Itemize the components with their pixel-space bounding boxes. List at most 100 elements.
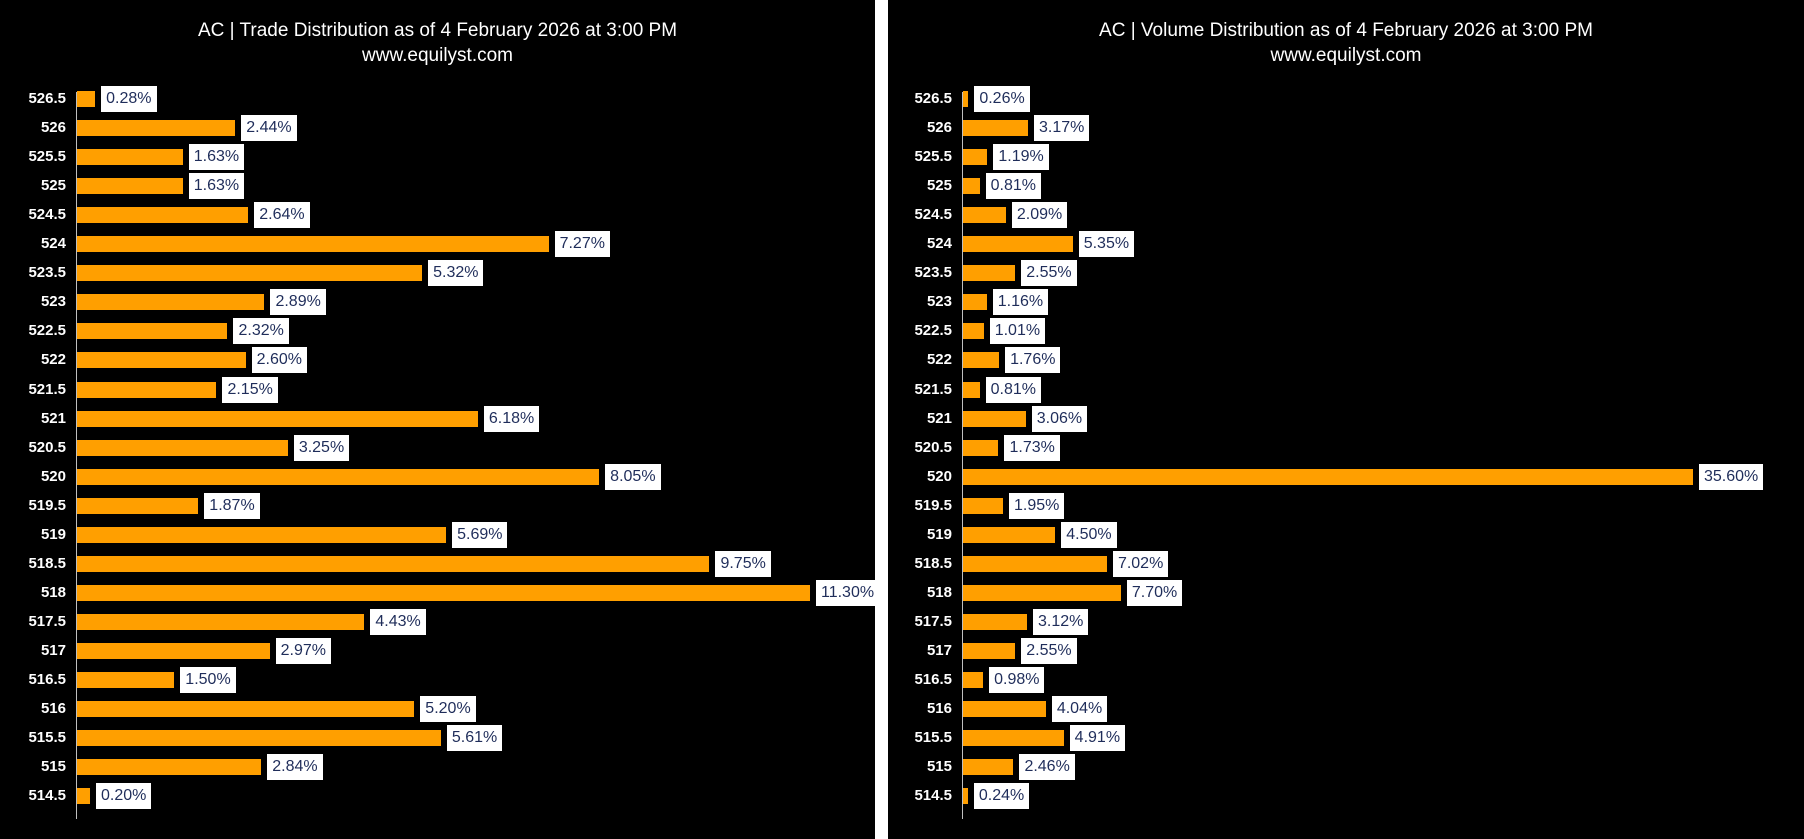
y-tick-label: 522.5 (28, 322, 66, 340)
data-label: 5.35% (1078, 231, 1135, 258)
data-label: 2.46% (1019, 754, 1075, 781)
y-tick-label: 519 (40, 525, 66, 543)
y-tick-label: 518.5 (28, 554, 66, 572)
bar (77, 788, 90, 805)
bar (77, 120, 236, 137)
data-label: 4.43% (370, 608, 426, 635)
bar (77, 642, 270, 659)
chart-subtitle: www.equilyst.com (1270, 45, 1422, 66)
data-label: 1.95% (1008, 492, 1065, 519)
bar (77, 468, 600, 485)
bar (963, 730, 1064, 747)
y-axis-line (76, 92, 77, 819)
y-tick-label: 523 (40, 293, 66, 311)
data-label: 7.27% (554, 231, 610, 258)
bar (77, 584, 810, 601)
y-tick-label: 525.5 (28, 148, 66, 166)
bar (963, 294, 987, 311)
data-label: 2.64% (254, 202, 310, 229)
bar (77, 178, 183, 195)
bar (77, 613, 365, 630)
bar (963, 352, 1000, 369)
data-label: 3.12% (1032, 608, 1089, 635)
data-label: 2.60% (251, 347, 308, 374)
bar (963, 439, 999, 456)
y-tick-label: 522.5 (914, 322, 952, 340)
data-label: 2.84% (267, 754, 323, 781)
y-tick-label: 519 (926, 525, 952, 543)
bar (963, 526, 1056, 543)
bar (77, 265, 423, 282)
bar (963, 468, 1693, 485)
y-tick-label: 524 (926, 235, 952, 253)
data-label: 1.50% (180, 667, 236, 693)
y-tick-label: 521.5 (914, 380, 952, 398)
bar (963, 149, 988, 166)
data-label: 2.44% (241, 115, 297, 142)
data-label: 2.55% (1021, 637, 1077, 664)
data-label: 5.61% (446, 725, 503, 752)
bar (77, 410, 478, 427)
y-tick-label: 520 (40, 467, 66, 485)
y-tick-label: 514.5 (914, 787, 952, 805)
bar (963, 701, 1046, 718)
data-label: 1.63% (188, 173, 245, 200)
y-tick-label: 519.5 (914, 496, 952, 514)
data-label: 5.69% (452, 521, 508, 548)
y-tick-label: 524.5 (914, 206, 952, 224)
bar (963, 265, 1016, 282)
bar (963, 497, 1003, 514)
chart-title: AC | Volume Distribution as of 4 Februar… (1099, 20, 1593, 41)
data-label: 1.01% (989, 318, 1046, 345)
bar (77, 701, 415, 718)
y-tick-label: 515 (40, 758, 66, 776)
bar (963, 759, 1014, 776)
y-tick-label: 521.5 (28, 380, 66, 398)
y-tick-label: 515.5 (914, 729, 952, 747)
bar (77, 497, 199, 514)
y-tick-label: 516.5 (914, 671, 952, 688)
data-label: 2.15% (222, 376, 278, 403)
y-tick-label: 522 (926, 351, 952, 369)
y-tick-label: 524 (40, 235, 66, 253)
data-label: 1.76% (1005, 347, 1061, 374)
data-label: 4.50% (1061, 521, 1117, 548)
data-label: 7.02% (1112, 550, 1169, 577)
y-tick-label: 517 (926, 641, 952, 659)
data-label: 2.89% (270, 289, 326, 316)
data-label: 1.87% (204, 492, 260, 519)
bar (963, 178, 980, 195)
data-label: 2.97% (275, 637, 332, 664)
y-tick-label: 517 (40, 641, 66, 659)
bar (963, 323, 984, 340)
y-tick-label: 523 (926, 293, 952, 311)
bar (77, 91, 96, 107)
y-tick-label: 515 (926, 758, 952, 776)
bar (77, 759, 262, 776)
bar (963, 555, 1107, 572)
y-tick-label: 523.5 (28, 264, 66, 282)
data-label: 3.25% (293, 434, 350, 461)
y-tick-label: 520.5 (28, 438, 66, 456)
chart-title-block: AC | Trade Distribution as of 4 February… (0, 18, 875, 68)
y-tick-label: 526.5 (914, 90, 952, 107)
y-tick-label: 525 (40, 177, 66, 195)
y-tick-label: 514.5 (28, 787, 66, 805)
bar (77, 555, 710, 572)
data-label: 0.81% (985, 376, 1041, 403)
y-tick-label: 526 (40, 119, 66, 137)
y-tick-label: 518 (40, 583, 66, 601)
data-label: 1.63% (188, 144, 245, 171)
bar (77, 352, 246, 369)
y-tick-label: 516 (40, 700, 66, 718)
data-label: 0.81% (985, 173, 1041, 200)
data-label: 1.19% (993, 144, 1049, 171)
y-tick-label: 516 (926, 700, 952, 718)
chart-title: AC | Trade Distribution as of 4 February… (197, 20, 678, 41)
y-tick-label: 522 (40, 351, 66, 369)
chart-title-block: AC | Volume Distribution as of 4 Februar… (888, 18, 1804, 68)
bar (963, 672, 984, 688)
data-label: 9.75% (715, 550, 771, 577)
data-label: 0.20% (95, 783, 152, 810)
y-tick-label: 524.5 (28, 206, 66, 224)
